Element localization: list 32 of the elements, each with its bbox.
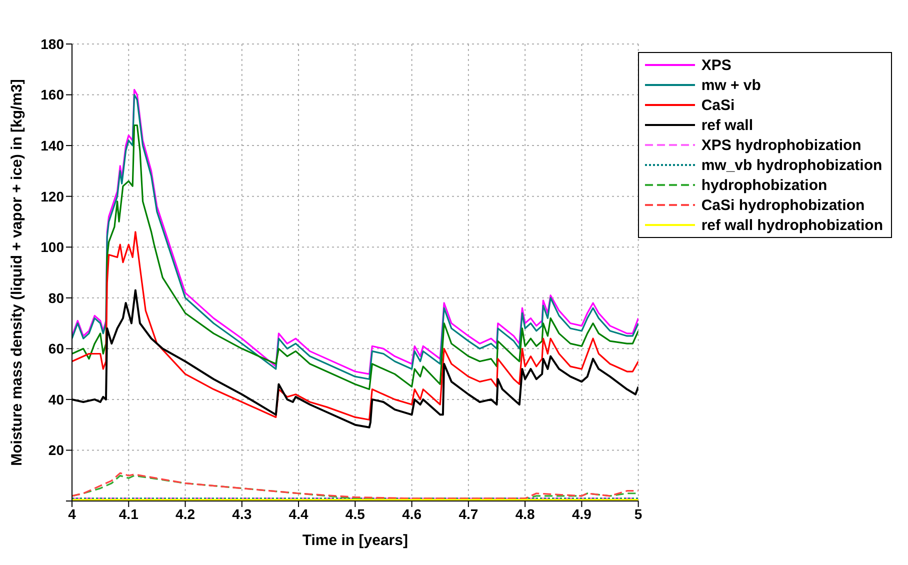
- legend-label: mw + vb: [701, 76, 761, 94]
- x-tick-label: 4.2: [176, 506, 196, 522]
- y-tick-label: 40: [48, 391, 64, 408]
- x-tick-label: 5: [634, 506, 642, 522]
- x-tick-label: 4: [68, 506, 76, 522]
- legend-label: XPS: [701, 56, 732, 74]
- x-axis-title: Time in [years]: [302, 532, 408, 549]
- x-tick-label: 4.3: [232, 506, 252, 522]
- y-tick-label: 120: [40, 188, 64, 204]
- legend-label: CaSi hydrophobization: [701, 196, 865, 214]
- legend-label: ref wall hydrophobization: [701, 216, 883, 234]
- x-tick-label: 4.6: [402, 506, 422, 522]
- legend-label: CaSi: [701, 96, 735, 114]
- x-tick-label: 4.5: [345, 506, 366, 522]
- legend-label: XPS hydrophobization: [701, 136, 862, 154]
- line-series: [72, 231, 638, 421]
- y-tick-label: 80: [48, 290, 64, 306]
- x-tick-label: 4.9: [572, 506, 592, 522]
- legend-label: hydrophobization: [701, 176, 828, 194]
- x-tick-label: 4.4: [288, 506, 308, 522]
- y-tick-label: 160: [40, 86, 64, 103]
- x-tick-label: 4.1: [118, 506, 139, 522]
- legend-label: mw_vb hydrophobization: [701, 156, 882, 174]
- y-tick-label: 180: [40, 36, 64, 52]
- y-tick-label: 100: [40, 239, 64, 256]
- x-tick-label: 4.7: [458, 506, 478, 522]
- legend-label: ref wall: [701, 116, 754, 134]
- y-tick-label: 60: [48, 340, 64, 357]
- y-tick-label: 140: [40, 138, 64, 154]
- x-tick-label: 4.8: [515, 506, 536, 522]
- y-axis-title: Moisture mass density (liquid + vapor + ice) in [kg/m3]: [8, 79, 26, 466]
- y-tick-label: 20: [48, 442, 64, 458]
